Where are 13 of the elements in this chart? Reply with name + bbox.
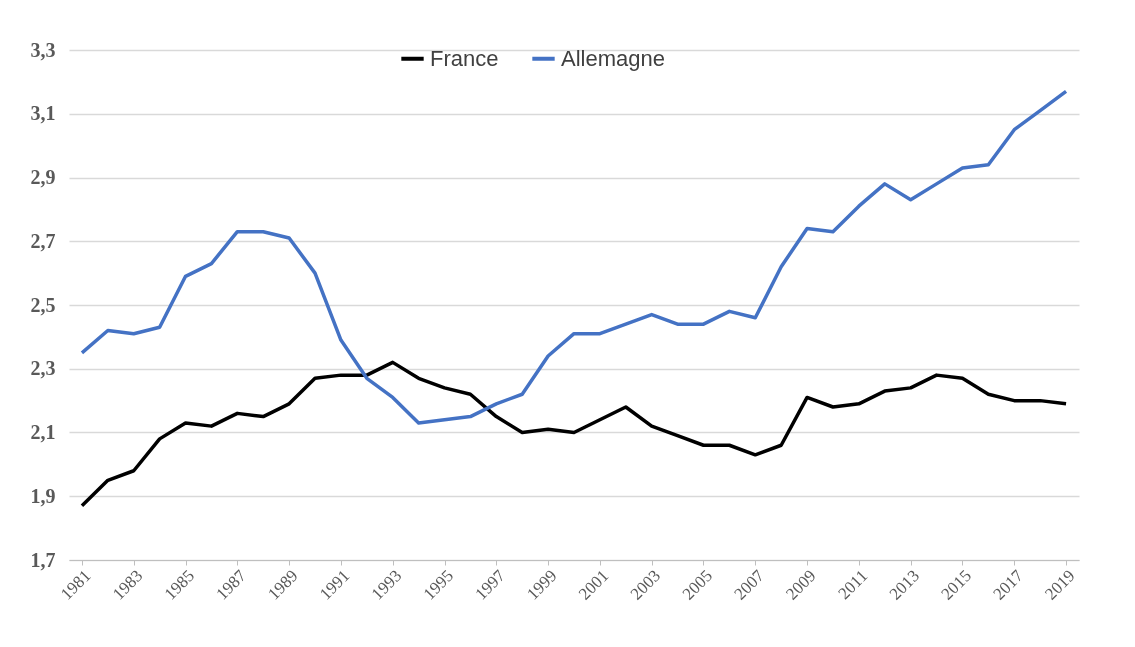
line-series (80, 89, 1068, 425)
y-tick-label: 2,9 (30, 166, 56, 188)
y-tick-label: 2,1 (30, 421, 56, 443)
y-tick-label: 2,5 (30, 293, 56, 316)
y-tick-label: 2,3 (30, 357, 56, 380)
legend-label: Allemagne (561, 45, 665, 71)
y-tick-label: 1,9 (30, 484, 56, 507)
y-tick-label: 3,1 (30, 102, 56, 125)
y-tick-label: 2,7 (30, 229, 56, 252)
line-series (80, 360, 1068, 508)
legend-label: France (430, 45, 499, 71)
y-tick-label: 3,3 (30, 38, 56, 61)
y-tick-label: 1,7 (30, 548, 56, 571)
